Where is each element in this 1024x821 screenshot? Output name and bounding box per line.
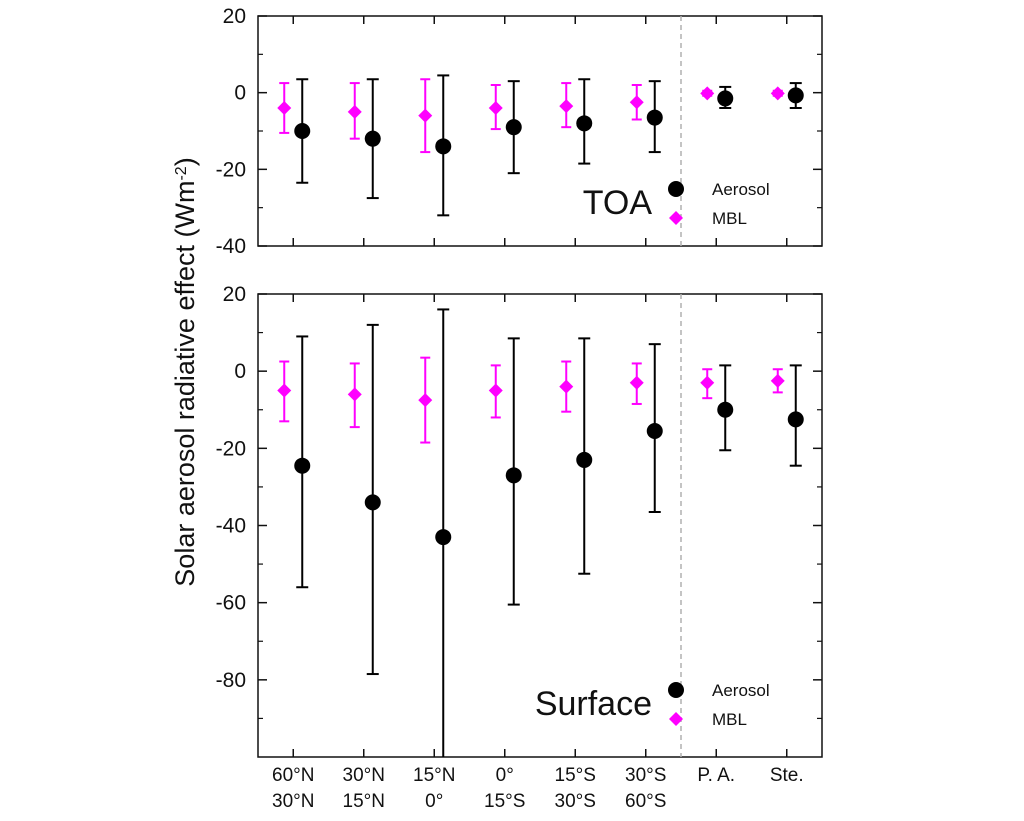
x-category-label: 30°N xyxy=(343,765,385,786)
aerosol-point xyxy=(435,138,452,155)
legend-mbl-marker xyxy=(669,712,683,726)
y-tick-label: -80 xyxy=(216,669,246,692)
x-category-label: 0° xyxy=(425,791,443,812)
mbl-point xyxy=(488,383,503,398)
mbl-point xyxy=(418,108,433,123)
mbl-point xyxy=(418,393,433,408)
panel-label: Surface xyxy=(535,685,652,723)
y-axis-label-close: ) xyxy=(170,157,200,166)
y-tick-label: 20 xyxy=(223,5,246,28)
aerosol-point xyxy=(505,119,522,136)
mbl-point xyxy=(629,375,644,390)
y-tick-label: -40 xyxy=(216,515,246,538)
mbl-point xyxy=(700,375,715,390)
y-tick-label: -60 xyxy=(216,592,246,615)
x-category-label: 30°S xyxy=(555,791,596,812)
legend-mbl-label: MBL xyxy=(712,710,747,729)
x-category-label: 30°N xyxy=(272,791,314,812)
y-tick-label: 20 xyxy=(223,283,246,306)
aerosol-point xyxy=(717,90,734,107)
mbl-point xyxy=(770,373,785,388)
aerosol-point xyxy=(576,115,593,132)
x-category-label: P. A. xyxy=(697,765,735,786)
aerosol-point xyxy=(364,130,381,147)
aerosol-point xyxy=(787,87,804,104)
mbl-point xyxy=(347,104,362,119)
panel-label: TOA xyxy=(583,184,653,222)
legend-aerosol-label: Aerosol xyxy=(712,681,770,700)
aerosol-point xyxy=(294,123,311,139)
aerosol-point xyxy=(646,109,663,126)
legend-aerosol-marker xyxy=(668,682,684,698)
y-tick-label: -40 xyxy=(216,235,246,258)
mbl-point xyxy=(700,86,715,101)
y-tick-label: 0 xyxy=(234,82,246,105)
aerosol-point xyxy=(646,422,663,439)
legend-aerosol-label: Aerosol xyxy=(712,180,770,199)
aerosol-point xyxy=(717,401,734,418)
mbl-point xyxy=(770,86,785,101)
panel-surface: 20 0 -20 -40 -60 -80 Surface Aerosol MBL xyxy=(216,283,823,758)
mbl-point xyxy=(277,383,292,398)
mbl-point xyxy=(347,387,362,402)
y-tick-label: -20 xyxy=(216,437,246,460)
x-category-label: Ste. xyxy=(770,765,804,786)
aerosol-point xyxy=(787,411,804,428)
aerosol-point xyxy=(294,457,311,474)
panel-toa: 20 0 -20 -40 TOA Aerosol MBL xyxy=(216,5,823,258)
x-category-label: 30°S xyxy=(625,765,666,786)
y-axis-label: Solar aerosol radiative effect (Wm-2) xyxy=(170,157,200,586)
legend-mbl-marker xyxy=(669,211,683,225)
legend-mbl-label: MBL xyxy=(712,209,747,228)
aerosol-point xyxy=(505,467,522,484)
mbl-point xyxy=(277,101,292,115)
aerosol-point xyxy=(435,529,452,546)
mbl-point xyxy=(559,99,574,114)
x-category-label: 0° xyxy=(496,765,514,786)
mbl-point xyxy=(559,379,574,394)
x-category-label: 60°N xyxy=(272,765,314,786)
x-category-label: 15°S xyxy=(555,765,596,786)
aerosol-point xyxy=(364,494,381,511)
mbl-point xyxy=(488,101,503,115)
aerosol-point xyxy=(576,451,593,468)
y-axis-label-superscript: -2 xyxy=(173,166,190,180)
legend-aerosol-marker xyxy=(668,181,684,197)
x-category-label: 15°N xyxy=(343,791,385,812)
y-tick-label: 0 xyxy=(234,360,246,383)
x-category-label: 15°S xyxy=(484,791,525,812)
x-category-label: 60°S xyxy=(625,791,666,812)
y-tick-label: -20 xyxy=(216,158,246,181)
mbl-point xyxy=(629,95,644,110)
x-category-label: 15°N xyxy=(413,765,455,786)
